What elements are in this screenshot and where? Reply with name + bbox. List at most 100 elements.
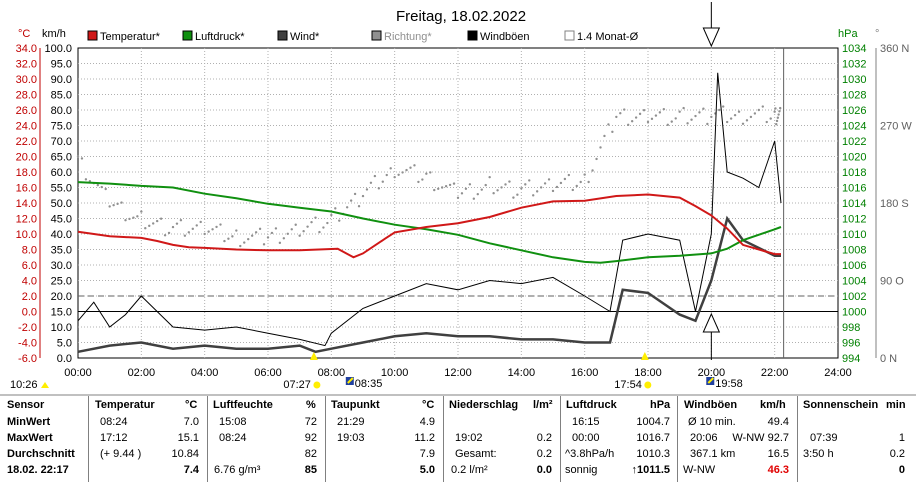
direction-point [270,231,274,235]
pressure-tick-label: 1000 [842,307,866,319]
direction-point [761,105,764,108]
time-tick-label: 06:00 [254,367,282,379]
wind-tick-label: 65.0 [51,152,72,164]
direction-point [120,201,123,204]
direction-point [779,106,782,110]
direction-point [195,224,198,227]
direction-point [385,173,388,177]
start-sun-icon [41,382,49,388]
direction-point [448,183,452,187]
direction-point [219,223,222,226]
wind-tick-label: 30.0 [51,260,72,272]
time-tick-label: 12:00 [444,367,472,379]
direction-point [528,179,531,182]
taupunkt-min-value: 4.9 [419,416,435,428]
direction-point [674,117,677,120]
direction-point [140,210,143,213]
wind-tick-label: 10.0 [51,322,72,334]
legend-label: Luftdruck* [195,31,245,43]
direction-point [136,215,139,218]
header-niederschlag: Niederschlag [449,399,519,411]
wind-tick-label: 40.0 [51,229,72,241]
direction-point [199,220,202,224]
temp-unit-label: °C [18,28,30,40]
direction-point [658,111,662,114]
direction-point [413,164,416,167]
header-temperatur-unit: °C [185,399,198,411]
wind-tick-label: 75.0 [51,121,72,133]
direction-point [298,234,301,237]
direction-point [706,122,709,126]
direction-point [148,224,151,228]
direction-point [128,217,131,221]
direction-point [567,173,571,177]
column-divider [88,396,89,482]
wind-tick-label: 85.0 [51,90,72,102]
boeen-avg10-value: 49.4 [767,416,789,428]
direction-point [302,230,305,233]
temp-tick-label: -2.0 [18,322,37,334]
chart-title: Freitag, 18.02.2022 [396,8,526,25]
regen-max-value: 0.2 [536,432,552,444]
row-label-avg: Durchschnitt [7,448,75,460]
direction-point [777,113,780,116]
feuchte-abs-note: 6.76 g/m³ [214,464,261,476]
direction-point [496,189,499,192]
druck-avg-value: 1010.3 [636,448,670,460]
legend-swatch [87,30,98,41]
direction-point [235,229,238,232]
direction-point [615,115,618,119]
direction-point [480,188,483,191]
direction-point [254,231,258,234]
regen-total-value: 0.2 [536,448,552,460]
direction-point [575,184,578,188]
temp-tick-label: 22.0 [16,136,37,148]
time-tick-label: 08:00 [318,367,346,379]
direction-point [500,186,503,189]
direction-point [361,194,365,198]
direction-point [171,225,175,229]
pressure-tick-label: 1006 [842,260,866,272]
direction-point [778,110,781,113]
direction-point [599,146,602,149]
series-wind [77,215,781,354]
direction-point [559,181,563,185]
series-richtung [76,105,782,248]
sunrise-marker [309,352,318,360]
series-temperatur [77,193,781,259]
direction-point [262,243,266,246]
direction-point [535,190,539,193]
row-label-min: MinWert [7,416,51,428]
time-tick-label: 20:00 [698,367,726,379]
direction-point [547,178,551,181]
direction-point [243,241,246,244]
direction-point [642,109,646,112]
direction-point [365,188,369,191]
direction-point [282,237,286,240]
pressure-tick-label: 1014 [842,198,866,210]
direction-point [563,177,567,181]
boeen-current-value: 46.3 [767,464,789,476]
wind-tick-label: 55.0 [51,183,72,195]
temp-tick-label: 20.0 [16,152,37,164]
header-windboeen-unit: km/h [760,399,786,411]
direction-tick-label: 0 N [880,353,897,365]
direction-point [330,213,333,217]
wind-tick-label: 95.0 [51,59,72,71]
direction-point [175,222,179,225]
direction-point [159,217,163,220]
direction-point [294,223,297,226]
direction-point [183,234,187,237]
column-divider [797,396,798,482]
direction-point [741,122,745,125]
boeen-max-value: W-NW 92.7 [732,432,789,444]
direction-point [132,216,135,219]
temp-avg-value: 10.84 [171,448,199,460]
direction-point [765,120,768,124]
direction-point [775,119,779,123]
pressure-unit-label: hPa [838,28,858,40]
direction-point [314,216,317,219]
direction-point [266,236,270,239]
legend-swatch [564,30,575,41]
taupunkt-min-time: 21:29 [337,416,365,428]
